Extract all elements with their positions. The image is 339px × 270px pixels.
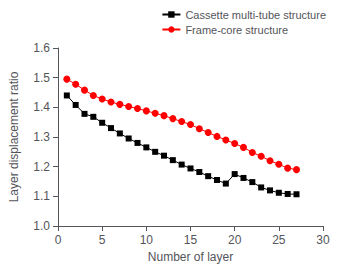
svg-text:Cassette multi-tube structure: Cassette multi-tube structure <box>185 9 326 21</box>
svg-text:5: 5 <box>99 233 106 247</box>
svg-text:30: 30 <box>316 233 330 247</box>
svg-text:Frame-core structure: Frame-core structure <box>185 24 288 36</box>
svg-text:0: 0 <box>55 233 62 247</box>
svg-text:15: 15 <box>184 233 198 247</box>
svg-text:20: 20 <box>228 233 242 247</box>
svg-text:25: 25 <box>272 233 286 247</box>
svg-text:Layer displacement ratio: Layer displacement ratio <box>7 71 21 202</box>
svg-text:10: 10 <box>140 233 154 247</box>
svg-text:1.6: 1.6 <box>33 41 50 55</box>
svg-text:Number of layer: Number of layer <box>148 250 233 264</box>
svg-text:1.1: 1.1 <box>33 189 50 203</box>
svg-text:1.3: 1.3 <box>33 130 50 144</box>
svg-text:1.0: 1.0 <box>33 219 50 233</box>
svg-text:1.5: 1.5 <box>33 71 50 85</box>
svg-text:1.2: 1.2 <box>33 160 50 174</box>
svg-text:1.4: 1.4 <box>33 100 50 114</box>
